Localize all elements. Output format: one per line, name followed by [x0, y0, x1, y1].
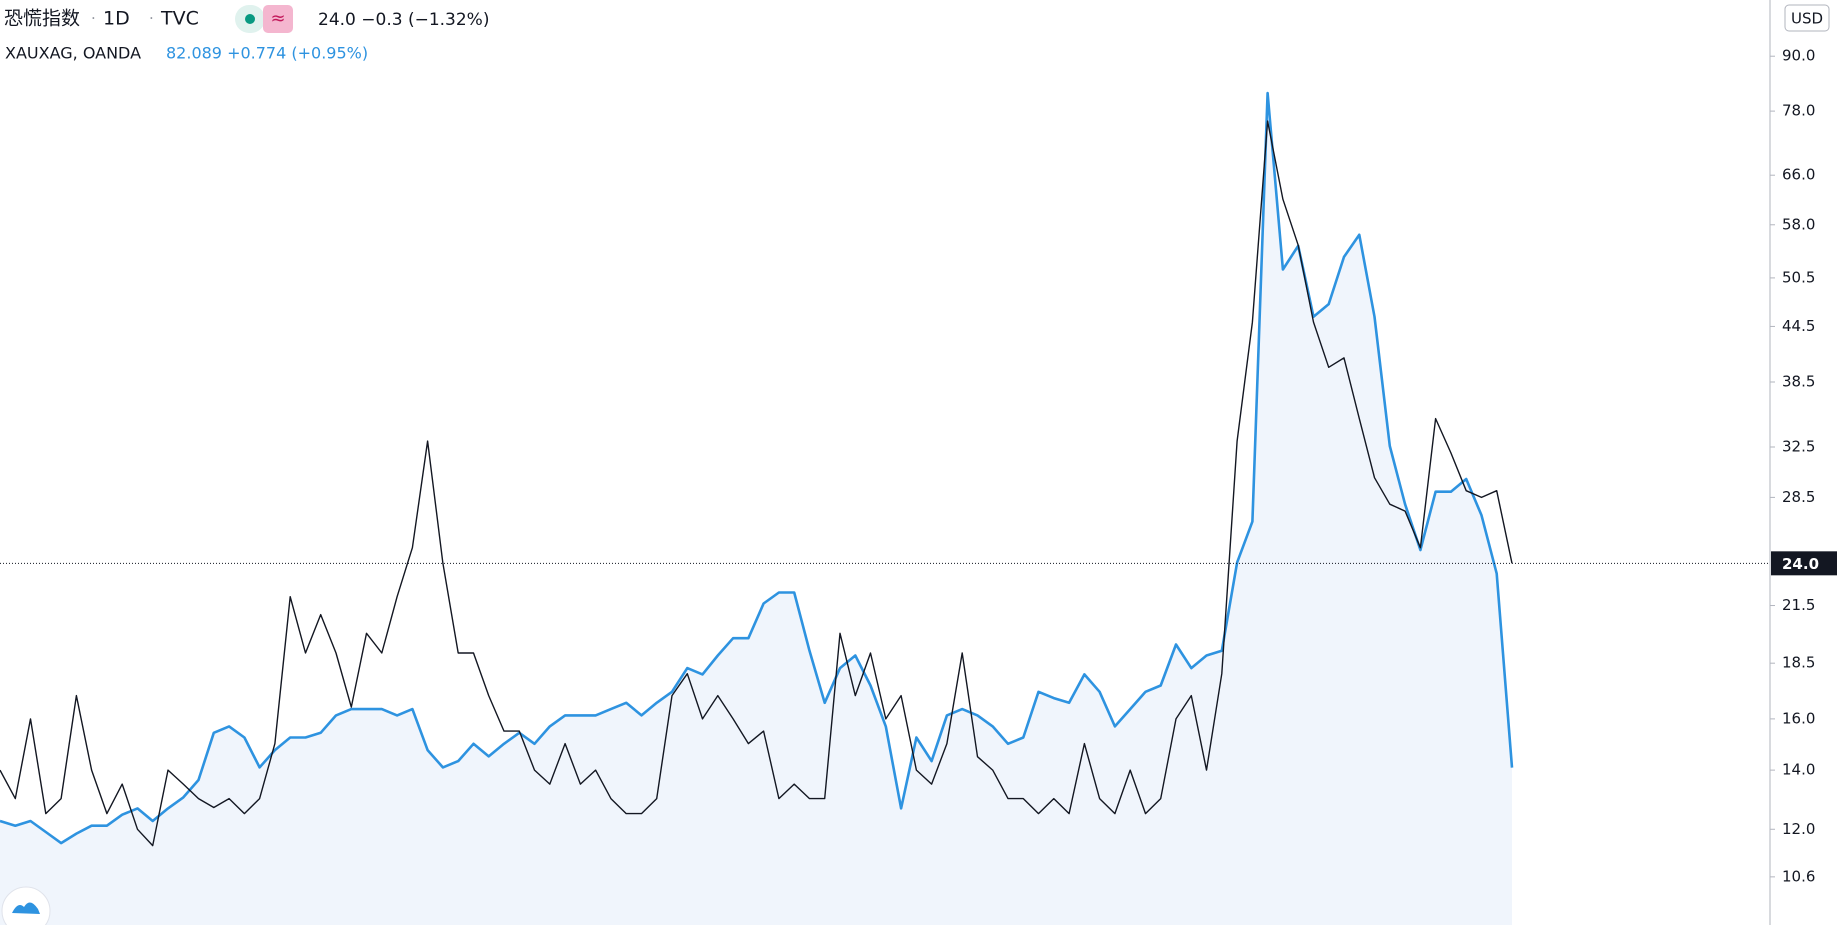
source: TVC — [160, 8, 199, 30]
y-tick-label: 16.0 — [1782, 709, 1815, 727]
last-price-label: 24.0 — [1782, 555, 1819, 573]
separator: · — [149, 10, 154, 28]
series-quote: 24.0 −0.3 (−1.32%) — [318, 10, 489, 30]
series-line — [0, 91, 1514, 845]
plot-area — [0, 91, 1514, 925]
y-tick-label: 28.5 — [1782, 488, 1815, 506]
area-fill — [0, 93, 1512, 925]
indicator-badge[interactable] — [263, 5, 293, 33]
currency-label: USD — [1791, 10, 1823, 28]
y-tick-label: 38.5 — [1782, 373, 1815, 391]
indicator-icon: ≈ — [270, 8, 285, 29]
y-tick-label: 12.0 — [1782, 820, 1815, 838]
y-tick-label: 90.0 — [1782, 47, 1815, 65]
y-tick-label: 10.6 — [1782, 867, 1815, 885]
interval: 1D — [103, 8, 130, 30]
y-tick-label: 14.0 — [1782, 761, 1815, 779]
series-line — [0, 120, 1513, 847]
y-tick-label: 58.0 — [1782, 215, 1815, 233]
y-tick-label: 66.0 — [1782, 166, 1815, 184]
status-dot — [245, 14, 255, 24]
logo-icon — [12, 902, 40, 914]
series-name: 恐慌指数 — [4, 8, 80, 30]
y-tick-label: 21.5 — [1782, 596, 1815, 614]
y-tick-label: 44.5 — [1782, 317, 1815, 335]
y-tick-label: 18.5 — [1782, 654, 1815, 672]
series-quote: 82.089 +0.774 (+0.95%) — [166, 44, 368, 63]
currency-button[interactable] — [1784, 4, 1830, 32]
y-tick-label: 32.5 — [1782, 438, 1815, 456]
series-name: XAUXAG, OANDA — [5, 44, 141, 63]
separator: · — [91, 10, 96, 28]
y-tick-label: 50.5 — [1782, 268, 1815, 286]
y-tick-label: 78.0 — [1782, 102, 1815, 120]
last-price-box — [1771, 551, 1837, 576]
